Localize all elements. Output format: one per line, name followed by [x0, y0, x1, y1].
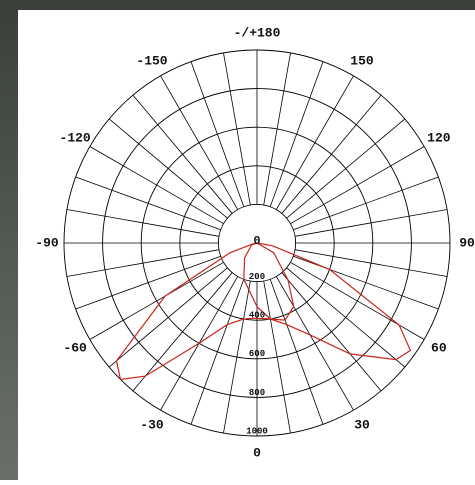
ring — [63, 49, 451, 437]
radius-tick-label: 1000 — [246, 426, 268, 436]
ring — [140, 126, 374, 360]
angle-tick-label: 90 — [459, 235, 475, 250]
radius-tick-label: 200 — [249, 272, 265, 282]
angle-tick-label: 60 — [431, 340, 447, 355]
intensity-curve — [243, 242, 295, 321]
radius-tick-label: 800 — [249, 388, 265, 398]
radius-tick-label: 0 — [253, 234, 260, 248]
radius-tick-label: 600 — [249, 349, 265, 359]
angle-tick-label: -30 — [140, 417, 164, 432]
ring — [217, 203, 297, 283]
ring — [179, 165, 335, 321]
ring — [102, 88, 412, 398]
chart-panel — [18, 10, 475, 480]
angle-tick-label: 0 — [253, 445, 261, 460]
radius-tick-label: 400 — [249, 311, 265, 321]
angle-tick-label: -120 — [60, 130, 91, 145]
angle-tick-label: 150 — [350, 54, 374, 69]
angle-tick-label: -150 — [136, 54, 167, 69]
angle-tick-label: -90 — [35, 235, 59, 250]
polar-plot: 0 30 60 90 120 150 -/+180 -150 -120 -90 -60 -30 0 200… — [35, 25, 475, 460]
intensity-curve — [115, 242, 412, 381]
angle-tick-label: -60 — [63, 340, 87, 355]
angle-tick-label: 30 — [354, 417, 370, 432]
angle-tick-label: 120 — [427, 130, 451, 145]
angle-tick-label: -/+180 — [234, 25, 281, 40]
